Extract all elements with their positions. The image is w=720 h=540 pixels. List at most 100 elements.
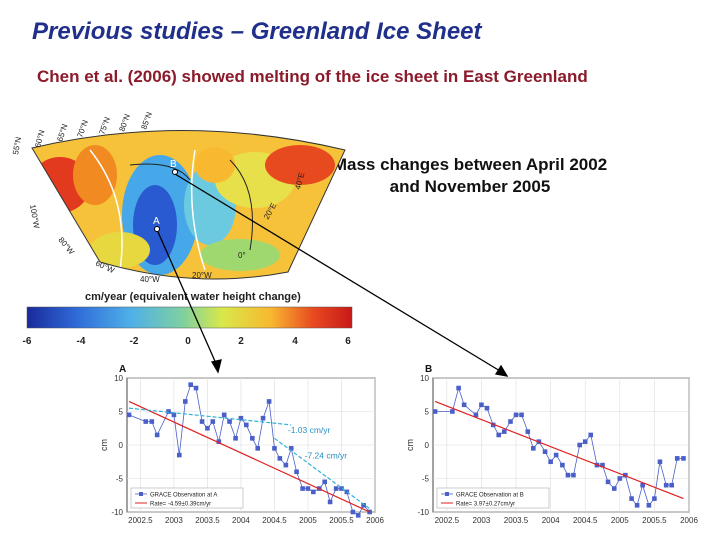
data-point	[652, 496, 657, 501]
point-a-b-label: B	[170, 159, 177, 170]
data-point	[519, 412, 524, 418]
data-point	[143, 419, 149, 424]
arrowhead-b	[494, 364, 509, 377]
arrow-to-b	[174, 173, 506, 375]
x-tick-label: 2003	[165, 516, 183, 525]
data-point	[244, 422, 249, 428]
legend-label: Rate= 3.97±0.27cm/yr	[456, 502, 515, 508]
data-point	[623, 472, 628, 478]
data-point	[355, 513, 361, 518]
data-point	[634, 503, 640, 508]
data-point	[272, 446, 277, 451]
data-point	[565, 472, 571, 478]
x-tick-label: 2006	[366, 516, 384, 525]
colorbar-tick: -4	[77, 336, 86, 347]
data-point	[646, 503, 652, 508]
colorbar-tick: 4	[292, 336, 298, 347]
data-point	[600, 462, 605, 468]
data-point	[294, 469, 299, 475]
panel-title: A	[119, 364, 126, 375]
data-point	[450, 409, 455, 414]
data-point	[188, 382, 193, 387]
lat-label: 65°N	[55, 123, 69, 143]
colorbar-tick: 0	[185, 336, 191, 347]
legend-label: Rate= -4.59±0.39cm/yr	[150, 502, 211, 508]
lat-label: 85°N	[139, 111, 154, 131]
colorbar-tick: -6	[23, 336, 32, 347]
data-point	[461, 402, 467, 408]
legend-label: GRACE Observation at A	[150, 493, 217, 499]
map-caption: Mass changes between April 2002 and Nove…	[332, 155, 608, 196]
data-point	[548, 459, 553, 465]
x-tick-label: 2004	[542, 516, 560, 525]
data-point	[277, 456, 283, 461]
x-tick-label: 2005.5	[329, 516, 354, 525]
data-point	[166, 409, 171, 414]
y-tick-label: -5	[422, 475, 430, 484]
data-point	[553, 452, 559, 458]
data-point	[233, 436, 238, 441]
colorbar	[26, 306, 353, 329]
data-point	[322, 479, 328, 485]
x-tick-label: 2002.5	[435, 516, 460, 525]
rate-line	[128, 400, 370, 513]
pointer-arrows	[157, 173, 509, 377]
data-point	[266, 399, 272, 404]
y-tick-label: 10	[420, 374, 429, 383]
y-axis-label: cm	[405, 439, 415, 451]
data-point	[154, 432, 160, 438]
y-tick-label: 10	[114, 374, 123, 383]
annotation: -7.24 cm/yr	[305, 450, 348, 460]
lon-label: 20°W	[192, 271, 212, 280]
y-tick-label: 5	[425, 408, 430, 417]
data-point	[311, 489, 316, 495]
lat-label: 55°N	[11, 136, 23, 155]
data-point	[126, 412, 132, 418]
x-tick-label: 2005.5	[642, 516, 667, 525]
data-point	[305, 486, 311, 491]
lon-label: 80°W	[56, 236, 76, 257]
data-point	[496, 432, 502, 438]
data-point	[171, 412, 177, 418]
data-point	[531, 446, 536, 451]
lon-label: 40°E	[293, 171, 306, 190]
data-point	[255, 446, 261, 451]
data-point	[327, 499, 333, 505]
x-tick-label: 2005	[611, 516, 629, 525]
data-point	[260, 415, 266, 421]
data-point	[513, 412, 519, 418]
chart-panel-a: 2002.5 2003 2003.5 2004 2004.5 2005 2005.5 2006…	[99, 364, 384, 525]
data-point	[361, 503, 366, 508]
y-tick-label: -10	[417, 508, 429, 517]
data-point	[250, 436, 255, 441]
data-point	[227, 419, 232, 424]
data-point	[300, 486, 305, 491]
legend-swatch-marker	[445, 492, 449, 496]
annotation: -1.03 cm/yr	[288, 425, 331, 435]
page-title: Previous studies – Greenland Ice Sheet	[32, 18, 482, 45]
data-point	[582, 439, 588, 444]
trend-line	[128, 407, 292, 426]
colorbar-ticks: -6 -4 -2 0 2 4 6	[23, 336, 352, 347]
lat-label: 75°N	[97, 116, 112, 136]
data-point	[210, 419, 216, 424]
data-point	[611, 486, 617, 491]
data-point	[288, 446, 294, 451]
data-point	[674, 456, 680, 461]
x-tick-label: 2003.5	[195, 516, 220, 525]
data-point	[479, 402, 484, 408]
subtitle: Chen et al. (2006) showed melting of the…	[37, 67, 588, 86]
x-tick-label: 2004	[232, 516, 250, 525]
data-point	[456, 385, 461, 391]
x-tick-label: 2006	[680, 516, 698, 525]
colorbar-label: cm/year (equivalent water height change)	[85, 291, 301, 303]
colorbar-tick: 2	[238, 336, 244, 347]
data-point	[657, 459, 663, 465]
lon-label: 40°W	[140, 275, 160, 284]
data-point	[663, 482, 669, 488]
legend-box	[436, 487, 550, 509]
legend-swatch-marker	[139, 492, 143, 496]
x-tick-label: 2005	[299, 516, 317, 525]
data-point	[542, 449, 548, 454]
